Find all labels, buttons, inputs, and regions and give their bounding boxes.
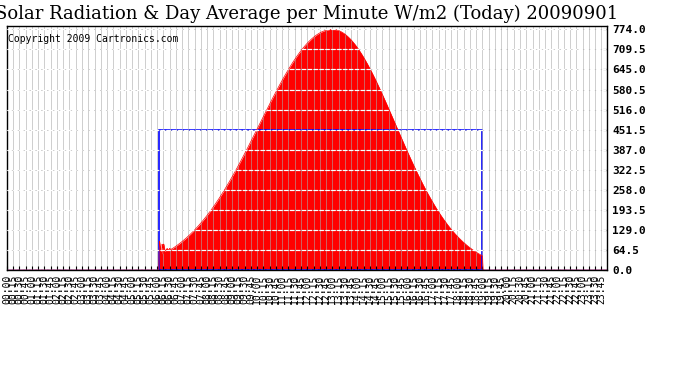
- Title: Solar Radiation & Day Average per Minute W/m2 (Today) 20090901: Solar Radiation & Day Average per Minute…: [0, 5, 619, 23]
- Text: Copyright 2009 Cartronics.com: Copyright 2009 Cartronics.com: [8, 34, 179, 44]
